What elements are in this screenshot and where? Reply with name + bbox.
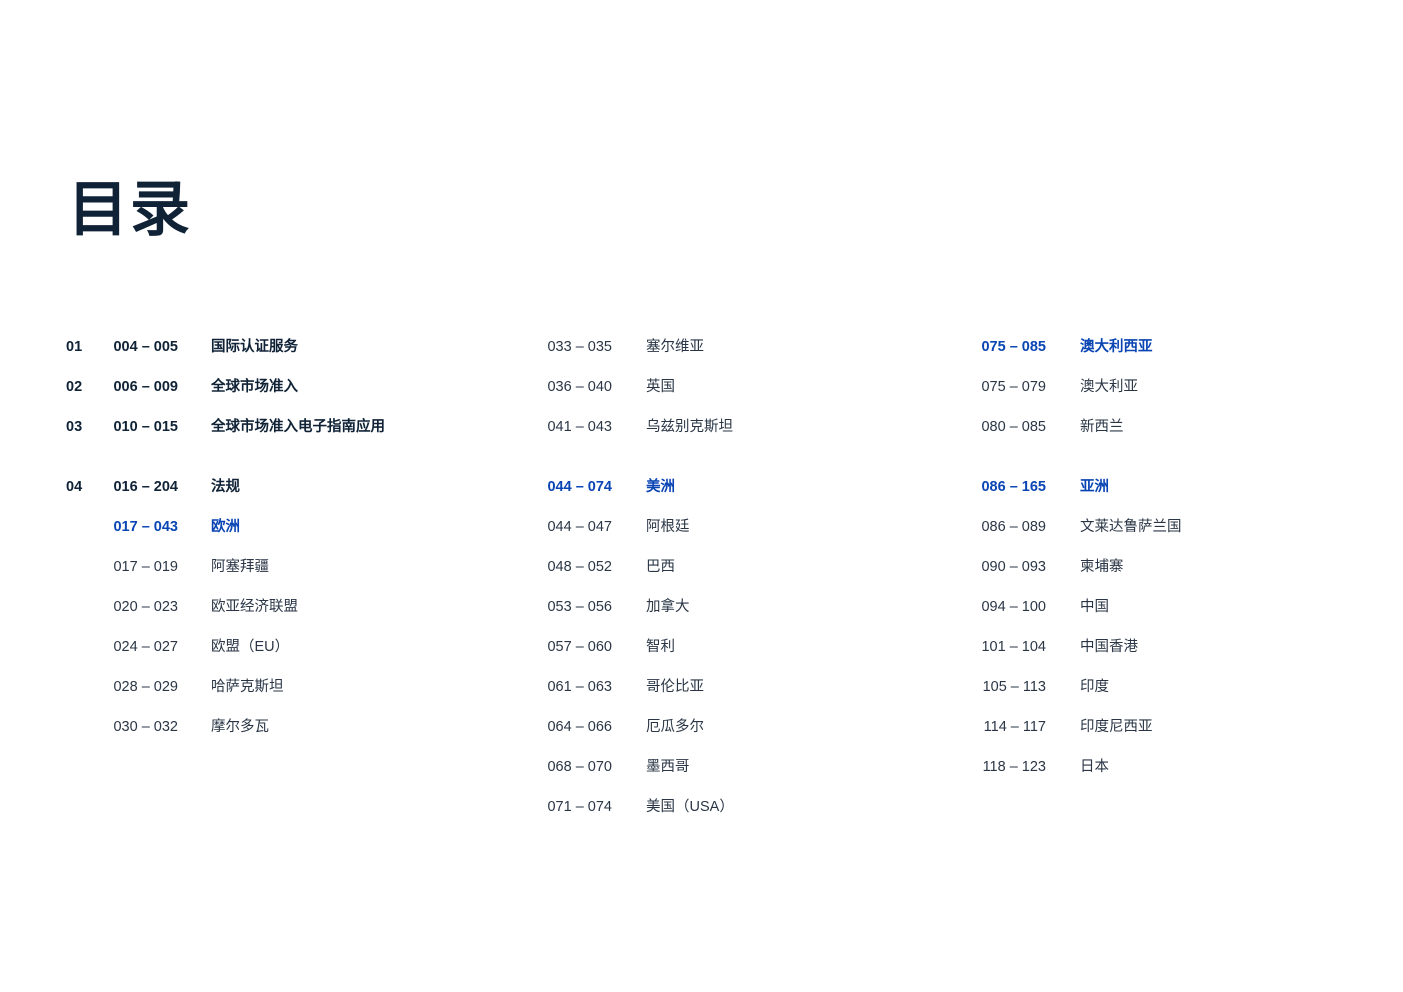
toc-entry-page-range: 086 – 089 — [981, 519, 1046, 535]
toc-entry-page-range: 064 – 066 — [547, 719, 612, 735]
toc-entry-title: 墨西哥 — [646, 759, 690, 775]
toc-entry-page-range: 086 – 165 — [981, 479, 1046, 495]
toc-entry-title: 新西兰 — [1080, 419, 1124, 435]
toc-entry-title: 国际认证服务 — [211, 339, 298, 355]
toc-entry-title: 文莱达鲁萨兰国 — [1080, 519, 1182, 535]
toc-entry-title: 乌兹别克斯坦 — [646, 419, 733, 435]
toc-entry-page-range: 033 – 035 — [547, 339, 612, 355]
toc-entry-page-range: 094 – 100 — [981, 599, 1046, 615]
toc-entry-title: 欧盟（EU） — [211, 639, 290, 655]
toc-entry-page-range: 028 – 029 — [113, 679, 178, 695]
toc-entry-title: 欧洲 — [211, 519, 240, 535]
toc-entry-page-range: 090 – 093 — [981, 559, 1046, 575]
toc-entry-title: 美国（USA） — [646, 799, 734, 815]
toc-entry-page-range: 105 – 113 — [982, 679, 1046, 695]
toc-entry-page-range: 017 – 043 — [113, 519, 178, 535]
toc-entry-chapter-number: 03 — [66, 419, 83, 435]
toc-entry-page-range: 030 – 032 — [113, 719, 178, 735]
toc-entry-title: 巴西 — [646, 559, 675, 575]
toc-entry-title: 哥伦比亚 — [646, 679, 704, 695]
toc-entry-page-range: 044 – 074 — [547, 479, 612, 495]
toc-entry-title: 摩尔多瓦 — [211, 719, 269, 735]
toc-entry-page-range: 024 – 027 — [113, 639, 178, 655]
toc-entry-title: 哈萨克斯坦 — [211, 679, 284, 695]
toc-entry-page-range: 118 – 123 — [982, 759, 1046, 775]
toc-entry-title: 全球市场准入 — [211, 379, 298, 395]
toc-entry-page-range: 061 – 063 — [547, 679, 612, 695]
toc-entry-page-range: 036 – 040 — [547, 379, 612, 395]
toc-entry-title: 日本 — [1080, 759, 1109, 775]
toc-entry-page-range: 010 – 015 — [113, 419, 178, 435]
toc-entry-title: 澳大利亚 — [1080, 379, 1138, 395]
toc-entry-title: 英国 — [646, 379, 675, 395]
toc-entry-title: 印度 — [1080, 679, 1109, 695]
toc-entry-title: 印度尼西亚 — [1080, 719, 1153, 735]
toc-entry-title: 柬埔寨 — [1080, 559, 1124, 575]
toc-entry-title: 加拿大 — [646, 599, 690, 615]
toc-entry-title: 法规 — [211, 479, 240, 495]
toc-entry-page-range: 017 – 019 — [113, 559, 178, 575]
toc-entry-title: 阿根廷 — [646, 519, 690, 535]
toc-entry-title: 全球市场准入电子指南应用 — [211, 419, 385, 435]
toc-entry-page-range: 080 – 085 — [981, 419, 1046, 435]
toc-entry-page-range: 053 – 056 — [547, 599, 612, 615]
page-title: 目录 — [68, 176, 192, 244]
toc-entry-chapter-number: 02 — [66, 379, 83, 395]
toc-entry-title: 厄瓜多尔 — [646, 719, 704, 735]
toc-entry-chapter-number: 01 — [66, 339, 83, 355]
toc-entry-title: 亚洲 — [1080, 479, 1109, 495]
toc-entry-page-range: 006 – 009 — [113, 379, 178, 395]
toc-entry-page-range: 004 – 005 — [113, 339, 178, 355]
toc-entry-title: 中国 — [1080, 599, 1109, 615]
toc-entry-page-range: 020 – 023 — [113, 599, 178, 615]
toc-entry-page-range: 075 – 085 — [981, 339, 1046, 355]
toc-entry-title: 美洲 — [646, 479, 675, 495]
toc-entry-page-range: 048 – 052 — [547, 559, 612, 575]
toc-entry-page-range: 075 – 079 — [981, 379, 1046, 395]
toc-entry-chapter-number: 04 — [66, 479, 83, 495]
toc-entry-title: 智利 — [646, 639, 675, 655]
toc-entry-title: 中国香港 — [1080, 639, 1138, 655]
toc-entry-title: 阿塞拜疆 — [211, 559, 269, 575]
toc-entry-page-range: 041 – 043 — [547, 419, 612, 435]
toc-entry-page-range: 071 – 074 — [547, 799, 612, 815]
toc-entry-page-range: 114 – 117 — [983, 719, 1046, 735]
toc-entry-title: 澳大利西亚 — [1080, 339, 1153, 355]
toc-entry-page-range: 101 – 104 — [981, 639, 1046, 655]
toc-entry-page-range: 016 – 204 — [113, 479, 178, 495]
toc-entry-title: 欧亚经济联盟 — [211, 599, 298, 615]
toc-entry-page-range: 044 – 047 — [547, 519, 612, 535]
toc-entry-page-range: 068 – 070 — [547, 759, 612, 775]
toc-entry-title: 塞尔维亚 — [646, 339, 704, 355]
toc-entry-page-range: 057 – 060 — [547, 639, 612, 655]
